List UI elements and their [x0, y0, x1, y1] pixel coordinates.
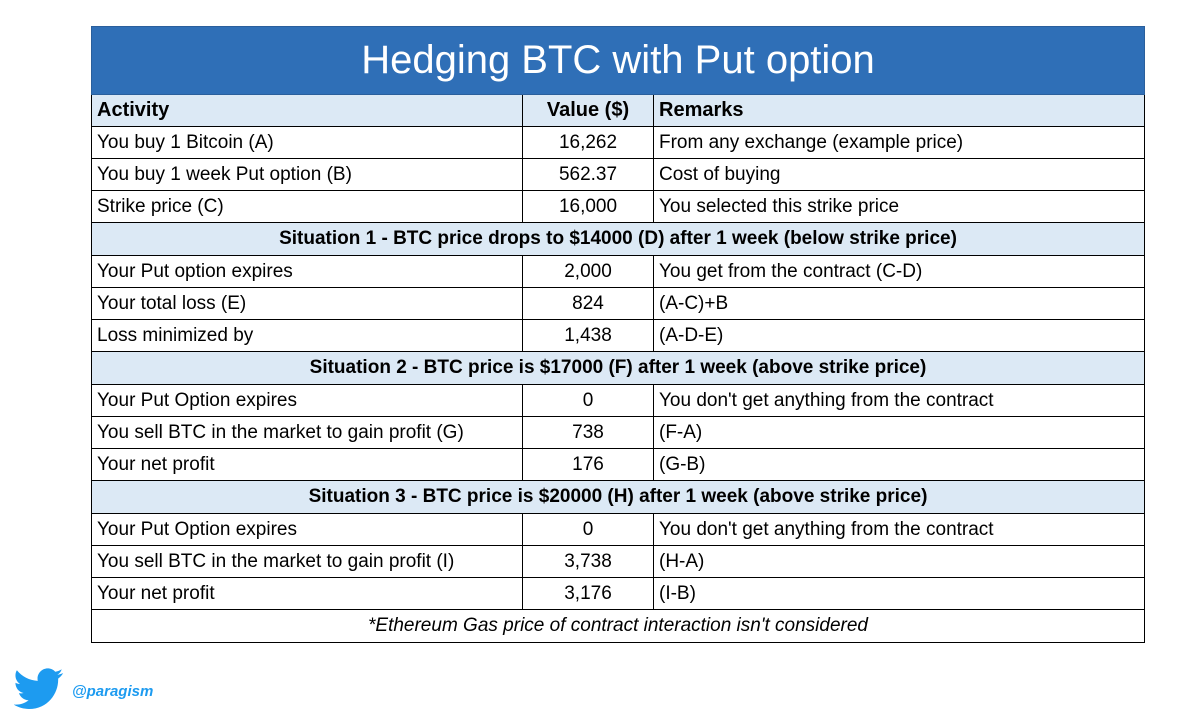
value-cell: 176 — [522, 448, 654, 481]
table-row: Your total loss (E) 824 (A-C)+B — [91, 287, 1145, 320]
remarks-cell: (I-B) — [653, 577, 1145, 610]
table-row: Your net profit 176 (G-B) — [91, 448, 1145, 481]
value-cell: 2,000 — [522, 255, 654, 288]
section-row-situation-3: Situation 3 - BTC price is $20000 (H) af… — [91, 480, 1145, 514]
value-cell: 0 — [522, 513, 654, 546]
remarks-cell: You don't get anything from the contract — [653, 384, 1145, 417]
table-title: Hedging BTC with Put option — [91, 26, 1145, 95]
table-row: Your net profit 3,176 (I-B) — [91, 577, 1145, 610]
activity-cell: Loss minimized by — [91, 319, 523, 352]
activity-cell: You buy 1 week Put option (B) — [91, 158, 523, 191]
remarks-cell: (A-D-E) — [653, 319, 1145, 352]
value-cell: 3,176 — [522, 577, 654, 610]
value-cell: 738 — [522, 416, 654, 449]
table-row: Strike price (C) 16,000 You selected thi… — [91, 190, 1145, 223]
section-title: Situation 1 - BTC price drops to $14000 … — [91, 222, 1145, 256]
twitter-handle[interactable]: @paragism — [72, 683, 154, 700]
activity-cell: Your net profit — [91, 577, 523, 610]
remarks-cell: (F-A) — [653, 416, 1145, 449]
value-cell: 1,438 — [522, 319, 654, 352]
footnote-row: *Ethereum Gas price of contract interact… — [91, 609, 1145, 643]
header-value: Value ($) — [522, 94, 654, 127]
remarks-cell: From any exchange (example price) — [653, 126, 1145, 159]
value-cell: 562.37 — [522, 158, 654, 191]
activity-cell: You sell BTC in the market to gain profi… — [91, 416, 523, 449]
section-title: Situation 3 - BTC price is $20000 (H) af… — [91, 480, 1145, 514]
activity-cell: Strike price (C) — [91, 190, 523, 223]
header-row: Activity Value ($) Remarks — [91, 94, 1145, 127]
remarks-cell: (G-B) — [653, 448, 1145, 481]
activity-cell: Your total loss (E) — [91, 287, 523, 320]
title-row: Hedging BTC with Put option — [91, 26, 1145, 95]
twitter-credit[interactable]: @paragism — [13, 668, 154, 715]
table-row: You buy 1 Bitcoin (A) 16,262 From any ex… — [91, 126, 1145, 159]
value-cell: 16,000 — [522, 190, 654, 223]
section-row-situation-1: Situation 1 - BTC price drops to $14000 … — [91, 222, 1145, 256]
remarks-cell: You get from the contract (C-D) — [653, 255, 1145, 288]
table-row: You buy 1 week Put option (B) 562.37 Cos… — [91, 158, 1145, 191]
value-cell: 3,738 — [522, 545, 654, 578]
activity-cell: Your Put option expires — [91, 255, 523, 288]
table-row: You sell BTC in the market to gain profi… — [91, 416, 1145, 449]
table-row: Loss minimized by 1,438 (A-D-E) — [91, 319, 1145, 352]
value-cell: 16,262 — [522, 126, 654, 159]
table-row: Your Put option expires 2,000 You get fr… — [91, 255, 1145, 288]
twitter-bird-icon — [13, 668, 64, 715]
footnote: *Ethereum Gas price of contract interact… — [91, 609, 1145, 643]
header-activity: Activity — [91, 94, 523, 127]
activity-cell: Your net profit — [91, 448, 523, 481]
table-row: Your Put Option expires 0 You don't get … — [91, 513, 1145, 546]
hedging-table: Hedging BTC with Put option Activity Val… — [91, 26, 1145, 643]
remarks-cell: You don't get anything from the contract — [653, 513, 1145, 546]
section-row-situation-2: Situation 2 - BTC price is $17000 (F) af… — [91, 351, 1145, 385]
activity-cell: Your Put Option expires — [91, 384, 523, 417]
remarks-cell: (A-C)+B — [653, 287, 1145, 320]
remarks-cell: Cost of buying — [653, 158, 1145, 191]
activity-cell: You sell BTC in the market to gain profi… — [91, 545, 523, 578]
section-title: Situation 2 - BTC price is $17000 (F) af… — [91, 351, 1145, 385]
activity-cell: You buy 1 Bitcoin (A) — [91, 126, 523, 159]
activity-cell: Your Put Option expires — [91, 513, 523, 546]
value-cell: 0 — [522, 384, 654, 417]
remarks-cell: (H-A) — [653, 545, 1145, 578]
value-cell: 824 — [522, 287, 654, 320]
table-row: Your Put Option expires 0 You don't get … — [91, 384, 1145, 417]
table-row: You sell BTC in the market to gain profi… — [91, 545, 1145, 578]
remarks-cell: You selected this strike price — [653, 190, 1145, 223]
header-remarks: Remarks — [653, 94, 1145, 127]
